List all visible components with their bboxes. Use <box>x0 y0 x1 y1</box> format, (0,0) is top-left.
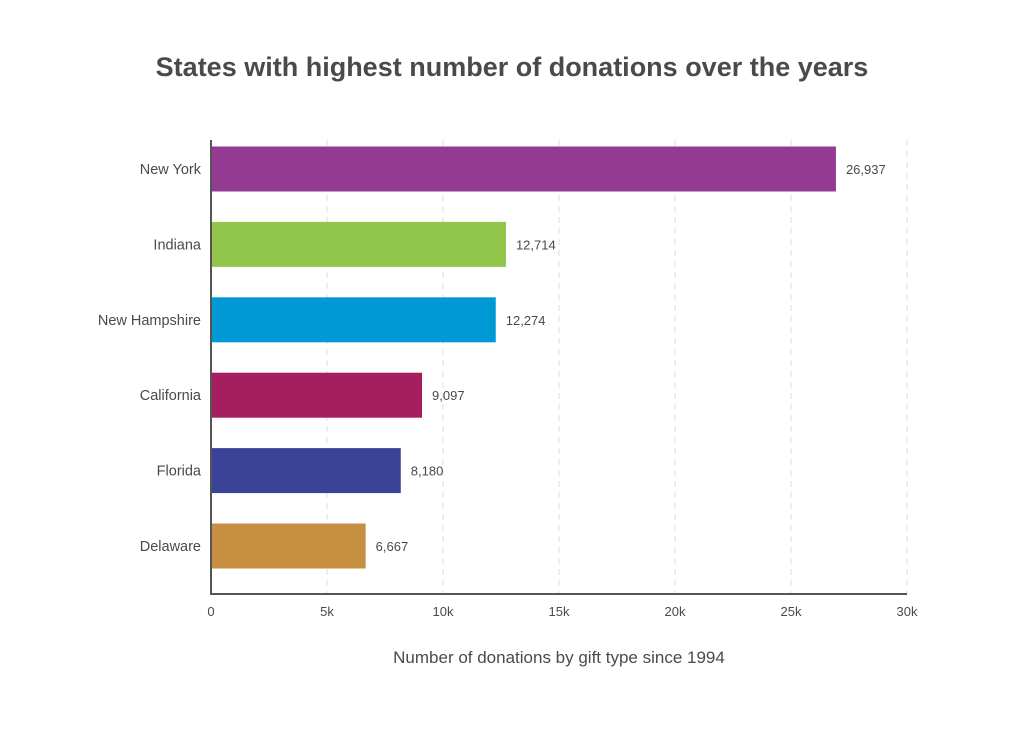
bar-florida <box>211 448 401 494</box>
x-tick-label: 20k <box>665 604 686 619</box>
data-label: 9,097 <box>432 388 465 403</box>
x-axis-label: Number of donations by gift type since 1… <box>393 648 725 667</box>
data-label: 12,714 <box>516 237 556 252</box>
category-label: New York <box>140 162 202 178</box>
category-label: California <box>140 388 202 404</box>
bar-new-hampshire <box>211 297 496 343</box>
category-label: Indiana <box>153 237 202 253</box>
x-tick-label: 25k <box>781 604 802 619</box>
data-label: 26,937 <box>846 162 886 177</box>
bar-california <box>211 372 423 418</box>
category-label: Delaware <box>140 539 201 555</box>
x-tick-label: 5k <box>320 604 334 619</box>
category-label: New Hampshire <box>98 313 201 329</box>
bar-indiana <box>211 221 506 267</box>
data-label: 6,667 <box>376 539 409 554</box>
bar-new-york <box>211 146 836 192</box>
data-label: 12,274 <box>506 313 546 328</box>
data-label: 8,180 <box>411 464 444 479</box>
category-label: Florida <box>157 464 202 480</box>
x-tick-label: 15k <box>549 604 570 619</box>
chart-title: States with highest number of donations … <box>155 52 869 82</box>
x-tick-label: 30k <box>897 604 918 619</box>
x-tick-label: 10k <box>433 604 454 619</box>
bar-delaware <box>211 523 366 569</box>
x-tick-label: 0 <box>207 604 214 619</box>
